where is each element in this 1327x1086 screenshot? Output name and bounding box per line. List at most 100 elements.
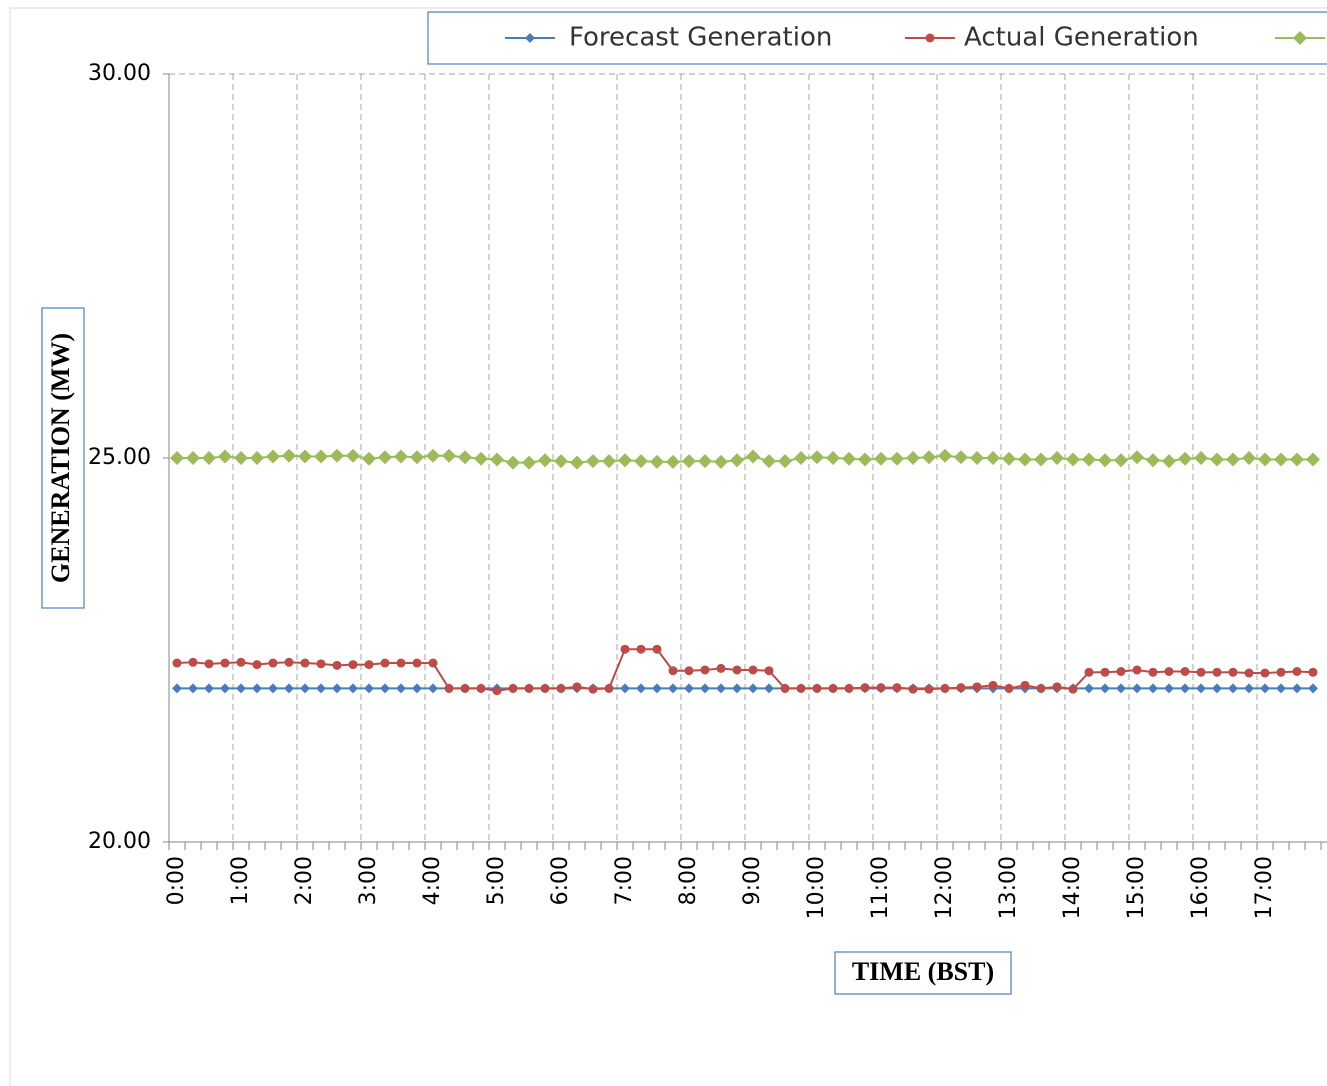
point bbox=[1276, 667, 1286, 677]
point bbox=[858, 452, 872, 467]
point bbox=[890, 451, 904, 466]
point bbox=[1196, 667, 1206, 677]
point bbox=[490, 452, 504, 467]
point bbox=[236, 683, 246, 694]
point bbox=[1066, 452, 1080, 467]
point bbox=[316, 659, 326, 669]
point bbox=[940, 683, 950, 693]
point bbox=[860, 683, 870, 693]
point bbox=[1180, 683, 1190, 694]
point bbox=[922, 450, 936, 465]
point bbox=[1052, 682, 1062, 692]
point bbox=[1196, 683, 1206, 694]
point bbox=[634, 454, 648, 469]
point bbox=[412, 683, 422, 694]
point bbox=[442, 448, 456, 463]
point bbox=[730, 453, 744, 468]
point bbox=[938, 448, 952, 463]
point bbox=[284, 683, 294, 694]
point bbox=[314, 449, 328, 464]
point bbox=[618, 453, 632, 468]
point bbox=[1148, 683, 1158, 694]
point bbox=[1050, 451, 1064, 465]
point bbox=[732, 683, 742, 694]
point bbox=[1212, 667, 1222, 677]
point bbox=[842, 451, 856, 466]
point bbox=[202, 451, 216, 465]
point bbox=[698, 454, 712, 469]
point bbox=[396, 658, 406, 668]
point bbox=[588, 684, 598, 694]
x-tick-label: 13:00 bbox=[996, 856, 1021, 919]
point bbox=[970, 451, 984, 465]
y-tick-label: 20.00 bbox=[88, 829, 151, 854]
point bbox=[556, 683, 566, 693]
point bbox=[428, 658, 438, 668]
point bbox=[284, 657, 294, 667]
point bbox=[1116, 683, 1126, 694]
point bbox=[700, 683, 710, 694]
legend-marker bbox=[925, 33, 935, 43]
point bbox=[218, 449, 232, 464]
point bbox=[570, 455, 584, 470]
point bbox=[956, 683, 966, 693]
point bbox=[1020, 680, 1030, 690]
point bbox=[1100, 667, 1110, 677]
point bbox=[396, 683, 406, 694]
point bbox=[716, 683, 726, 694]
y-axis-title: GENERATION (MW) bbox=[46, 333, 75, 583]
point bbox=[746, 449, 760, 464]
point bbox=[332, 660, 342, 670]
point bbox=[426, 448, 440, 463]
point bbox=[268, 658, 278, 668]
point bbox=[252, 660, 262, 670]
point bbox=[1068, 684, 1078, 694]
point bbox=[330, 448, 344, 463]
point bbox=[1148, 667, 1158, 677]
point bbox=[524, 683, 534, 693]
x-tick-label: 4:00 bbox=[420, 856, 445, 905]
point bbox=[714, 454, 728, 469]
point bbox=[428, 683, 438, 694]
point bbox=[716, 663, 726, 673]
point bbox=[972, 682, 982, 692]
point bbox=[554, 454, 568, 469]
point bbox=[668, 666, 678, 676]
y-title-box bbox=[41, 307, 85, 609]
point bbox=[204, 659, 214, 669]
point bbox=[1228, 667, 1238, 677]
point bbox=[1002, 451, 1016, 466]
point bbox=[1306, 452, 1320, 467]
point bbox=[364, 683, 374, 694]
point bbox=[650, 454, 664, 469]
point bbox=[636, 683, 646, 694]
x-tick-label: 7:00 bbox=[612, 856, 637, 905]
point bbox=[380, 683, 390, 694]
point bbox=[1308, 683, 1318, 694]
point bbox=[1084, 683, 1094, 694]
point bbox=[748, 683, 758, 694]
x-tick-label: 6:00 bbox=[548, 856, 573, 905]
point bbox=[1244, 668, 1254, 678]
legend-box bbox=[427, 11, 1327, 65]
point bbox=[1132, 665, 1142, 675]
point bbox=[1132, 683, 1142, 694]
point bbox=[826, 451, 840, 465]
point bbox=[1004, 683, 1014, 693]
point bbox=[492, 686, 502, 696]
point bbox=[1274, 452, 1288, 467]
point bbox=[300, 658, 310, 668]
x-tick-label: 12:00 bbox=[932, 856, 957, 919]
point bbox=[1116, 667, 1126, 677]
point bbox=[234, 451, 248, 465]
point bbox=[762, 454, 776, 469]
point bbox=[1276, 683, 1286, 694]
point bbox=[362, 451, 376, 466]
y-tick-label: 30.00 bbox=[88, 61, 151, 86]
point bbox=[1290, 452, 1304, 467]
point bbox=[986, 451, 1000, 465]
point bbox=[812, 683, 822, 693]
point bbox=[220, 683, 230, 694]
point bbox=[458, 450, 472, 465]
